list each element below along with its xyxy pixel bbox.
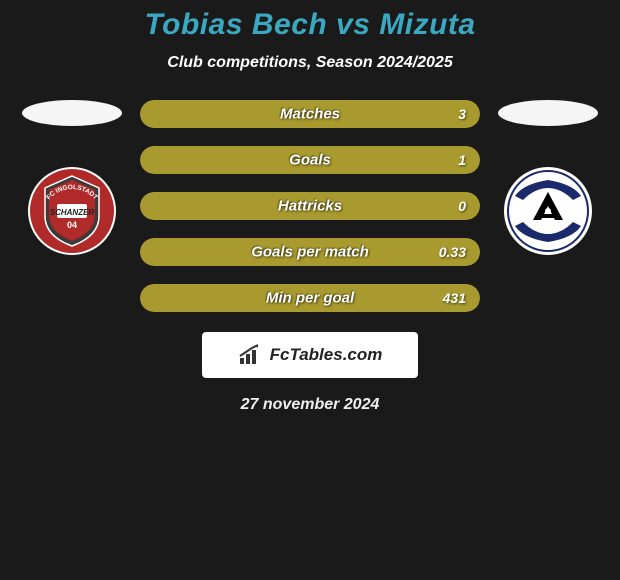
stat-row: Goals 1 xyxy=(140,146,480,174)
stat-label: Goals per match xyxy=(251,244,369,261)
stat-bars: Matches 3 Goals 1 Hattricks 0 Goals per match 0… xyxy=(140,100,480,312)
stat-row: Matches 3 xyxy=(140,100,480,128)
stat-label: Min per goal xyxy=(266,290,354,307)
watermark-text: FcTables.com xyxy=(270,345,383,365)
chart-icon xyxy=(238,344,264,366)
stat-row: Hattricks 0 xyxy=(140,192,480,220)
stat-value-right: 3 xyxy=(458,106,466,122)
left-player-photo xyxy=(22,100,122,126)
watermark: FcTables.com xyxy=(202,332,418,378)
right-player-photo xyxy=(498,100,598,126)
svg-text:SCHANZER: SCHANZER xyxy=(50,208,95,217)
right-team-logo xyxy=(503,166,593,256)
stat-label: Goals xyxy=(289,152,331,169)
stat-label: Hattricks xyxy=(278,198,342,215)
comparison-layout: SCHANZER 04 FC INGOLSTADT Matches 3 Goals 1… xyxy=(0,100,620,312)
stat-row: Goals per match 0.33 xyxy=(140,238,480,266)
stat-value-right: 431 xyxy=(443,290,466,306)
right-player-column xyxy=(498,100,598,256)
stat-row: Min per goal 431 xyxy=(140,284,480,312)
comparison-title: Tobias Bech vs Mizuta xyxy=(0,8,620,42)
svg-text:04: 04 xyxy=(67,220,77,230)
left-player-column: SCHANZER 04 FC INGOLSTADT xyxy=(22,100,122,256)
stat-label: Matches xyxy=(280,106,340,123)
stat-value-right: 0.33 xyxy=(439,244,466,260)
stat-value-right: 0 xyxy=(458,198,466,214)
date-label: 27 november 2024 xyxy=(0,396,620,414)
subtitle: Club competitions, Season 2024/2025 xyxy=(0,54,620,72)
left-team-logo: SCHANZER 04 FC INGOLSTADT xyxy=(27,166,117,256)
stat-value-right: 1 xyxy=(458,152,466,168)
